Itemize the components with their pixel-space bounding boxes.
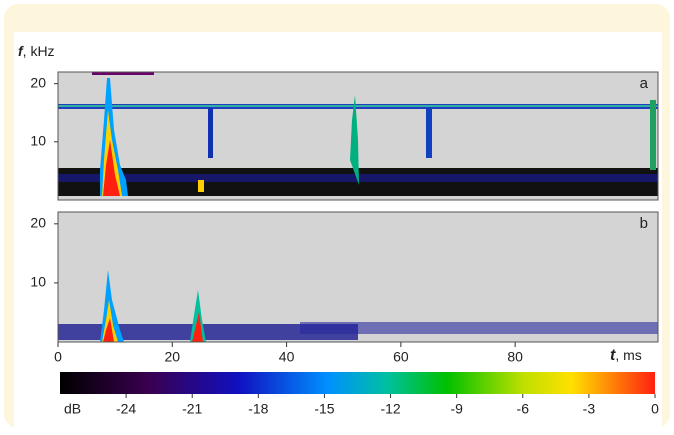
colorbar-tick-label: -15: [314, 401, 334, 417]
colorbar-tick-label: 0: [651, 401, 659, 417]
x-tick-label: 0: [54, 349, 62, 365]
y-axis-label: f, kHz: [18, 43, 55, 59]
x-label-unit: , ms: [615, 347, 641, 363]
x-tick-label: 60: [393, 349, 409, 365]
colorbar-tick-label: -24: [116, 401, 136, 417]
panel-border: [57, 211, 659, 343]
colorbar-tick-label: -6: [517, 401, 530, 417]
y-tick-label: 20: [30, 215, 46, 231]
y-tick-label: 20: [30, 74, 46, 90]
colorbar-tick-label: -3: [583, 401, 596, 417]
colorbar-tick-label: -21: [182, 401, 202, 417]
spectrogram-b: [58, 212, 658, 342]
colorbar-tick-label: -12: [380, 401, 400, 417]
colorbar: [60, 372, 655, 394]
colorbar-tick-label: -18: [248, 401, 268, 417]
colorbar-label: dB: [64, 401, 81, 417]
x-tick-label: 80: [507, 349, 523, 365]
panel-label: a: [640, 75, 649, 92]
panel-border: [57, 71, 659, 201]
y-label-symbol: f: [18, 43, 24, 59]
spectrogram-a: [58, 72, 658, 200]
x-label-symbol: t: [610, 347, 616, 364]
x-axis-label: t, ms: [610, 347, 642, 365]
x-tick-label: 40: [279, 349, 295, 365]
panel-label: b: [640, 215, 648, 232]
x-tick-label: 20: [164, 349, 180, 365]
y-tick-label: 10: [30, 133, 46, 149]
colorbar-tick-label: -9: [450, 401, 463, 417]
y-tick-label: 10: [30, 274, 46, 290]
y-label-unit: , kHz: [23, 43, 55, 59]
